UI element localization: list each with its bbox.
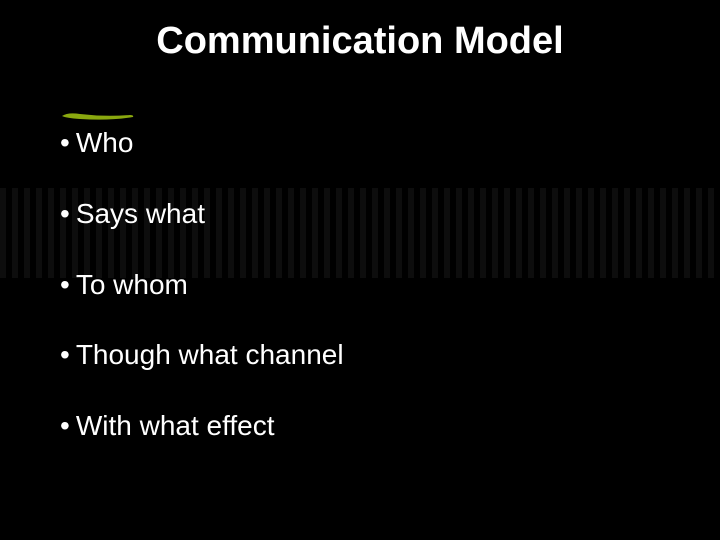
list-item: •Who	[60, 128, 344, 159]
bullet-dot-icon: •	[60, 199, 70, 230]
bullet-text: Though what channel	[76, 339, 344, 370]
list-item: •Says what	[60, 199, 344, 230]
bullet-text: Who	[76, 127, 134, 158]
bullet-text: Says what	[76, 198, 205, 229]
bullet-dot-icon: •	[60, 340, 70, 371]
bullet-dot-icon: •	[60, 128, 70, 159]
list-item: •With what effect	[60, 411, 344, 442]
slide-title: Communication Model	[0, 20, 720, 63]
bullet-dot-icon: •	[60, 270, 70, 301]
list-item: •To whom	[60, 270, 344, 301]
list-item: •Though what channel	[60, 340, 344, 371]
bullet-list: •Who •Says what •To whom •Though what ch…	[60, 128, 344, 482]
bullet-dot-icon: •	[60, 411, 70, 442]
bullet-text: With what effect	[76, 410, 275, 441]
title-underline-icon	[60, 110, 135, 120]
bullet-text: To whom	[76, 269, 188, 300]
